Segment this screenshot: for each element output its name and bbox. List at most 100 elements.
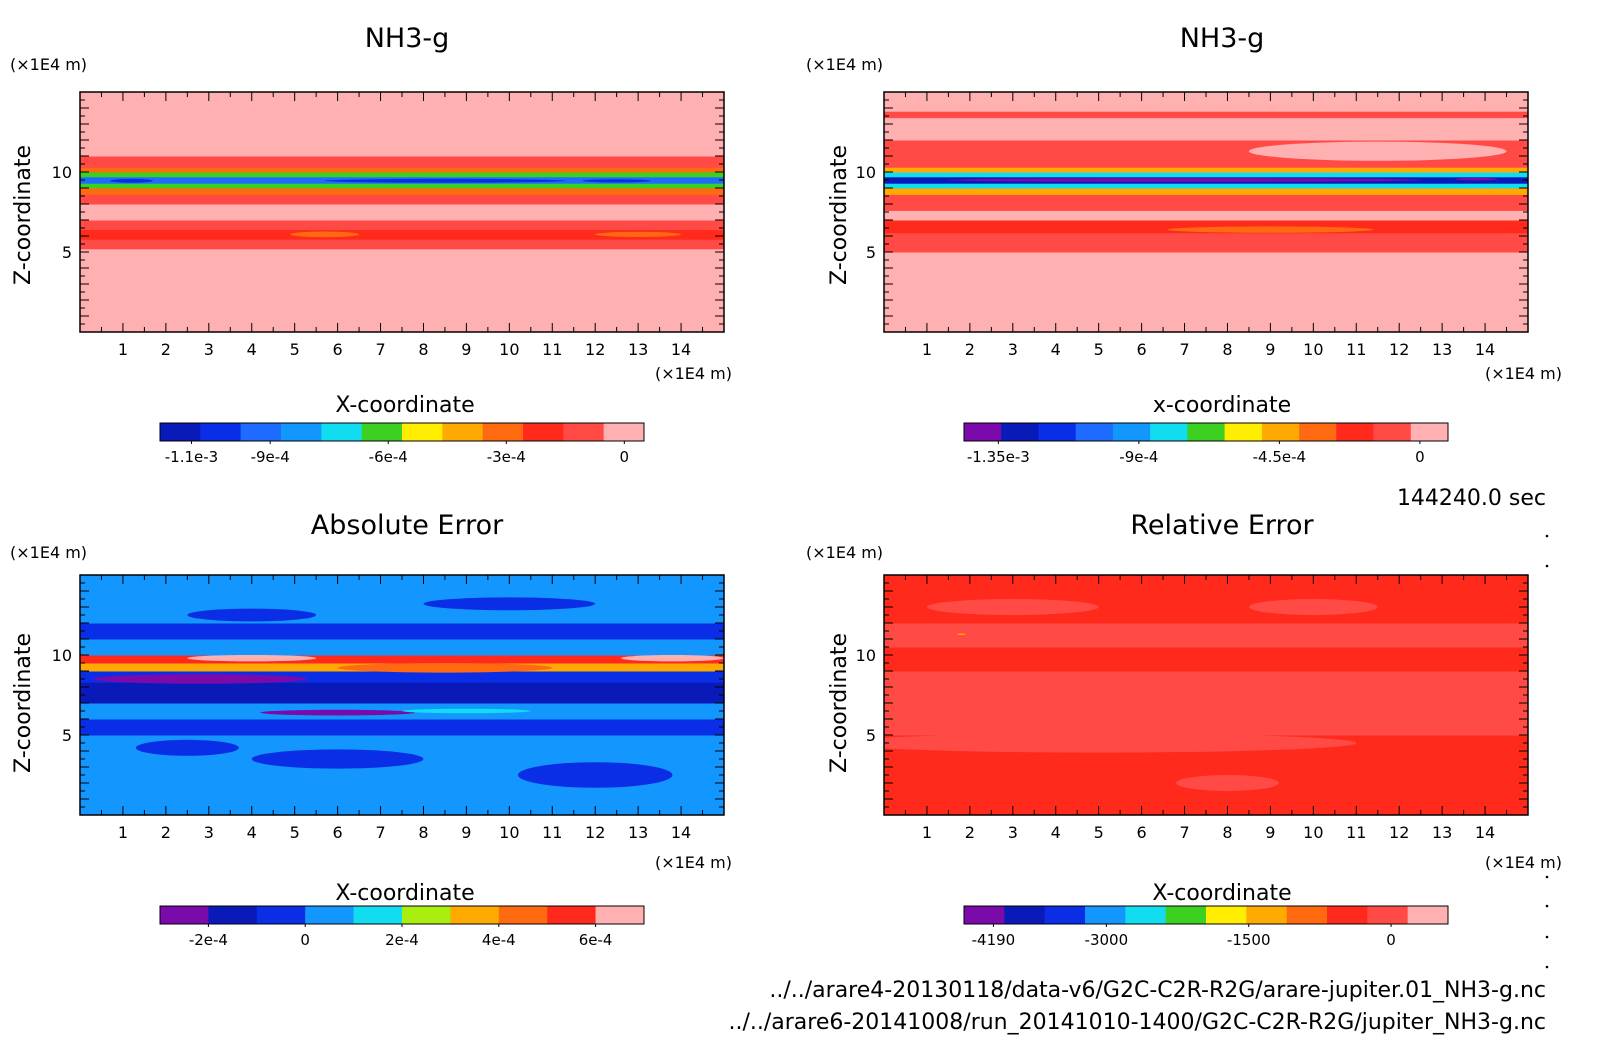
- colorbar-frame: [963, 905, 1449, 925]
- contour-band: [884, 575, 1528, 624]
- x-axis-label: x-coordinate: [1153, 393, 1291, 418]
- x-unit-label: (×1E4 m): [655, 364, 732, 383]
- colorbar-swatch: [1206, 906, 1247, 924]
- x-tick-label: 10: [1303, 823, 1323, 842]
- x-tick-label: 6: [333, 340, 343, 359]
- colorbar-swatch: [1112, 423, 1151, 441]
- colorbar-swatch: [1327, 906, 1368, 924]
- colorbar-swatch: [523, 423, 564, 441]
- contour-band: [80, 719, 724, 736]
- contour-band: [884, 210, 1528, 221]
- colorbar-label: 0: [300, 931, 310, 949]
- colorbar-swatch: [1004, 906, 1045, 924]
- colorbar: -1.35e-3 -9e-4 -4.5e-4 0: [963, 422, 1449, 466]
- colorbar-frame: [963, 422, 1449, 442]
- x-tick-label: 12: [585, 340, 605, 359]
- contour-band: [884, 232, 1528, 253]
- x-tick-label: 4: [1051, 340, 1061, 359]
- contour-blob: [260, 709, 415, 716]
- colorbar-label: -4.5e-4: [1253, 448, 1306, 466]
- x-tick-label: 10: [1303, 340, 1323, 359]
- panel-nh3-g-left: NH3-g (×1E4 m) (×1E4 m) Z-coordinate X-c…: [10, 23, 732, 466]
- contour-band: [80, 183, 724, 189]
- dot-marker: [1545, 904, 1549, 908]
- colorbar-swatch: [1187, 423, 1225, 441]
- colorbar-swatch: [964, 906, 1005, 924]
- x-tick-label: 11: [1346, 823, 1366, 842]
- colorbar-swatch: [482, 423, 524, 441]
- contour-band: [80, 671, 724, 683]
- contour-blob: [582, 179, 652, 183]
- panel-relative-error: Relative Error (×1E4 m) (×1E4 m) Z-coord…: [806, 510, 1562, 949]
- colorbar-swatch: [1085, 906, 1126, 924]
- x-tick-label: 2: [965, 340, 975, 359]
- x-tick-label: 8: [418, 823, 428, 842]
- x-tick-label: 5: [290, 340, 300, 359]
- panel-title: Relative Error: [1130, 510, 1314, 541]
- x-tick-label: 13: [1432, 340, 1452, 359]
- x-tick-label: 8: [418, 340, 428, 359]
- y-tick-label: 10: [856, 646, 876, 665]
- contour-band: [884, 194, 1528, 211]
- x-tick-label: 6: [333, 823, 343, 842]
- contour-blob: [135, 739, 239, 756]
- contour-band: [80, 167, 724, 173]
- contour-band: [884, 111, 1528, 119]
- colorbar-label: -4190: [972, 931, 1016, 949]
- colorbar-label: -1500: [1227, 931, 1271, 949]
- y-axis-label: Z-coordinate: [11, 145, 36, 285]
- colorbar-swatch: [402, 423, 443, 441]
- colorbar-swatch: [200, 423, 241, 441]
- contour-fill: [884, 575, 1528, 815]
- x-tick-label: 1: [118, 823, 128, 842]
- x-tick-label: 13: [1432, 823, 1452, 842]
- contour-blob: [1167, 226, 1374, 233]
- x-tick-label: 6: [1137, 340, 1147, 359]
- x-tick-label: 4: [1051, 823, 1061, 842]
- y-tick-label: 5: [62, 726, 72, 745]
- contour-band: [80, 140, 724, 157]
- contour-band: [80, 172, 724, 178]
- contour-band: [884, 167, 1528, 173]
- contour-blob: [948, 178, 1421, 182]
- dot-marker: [1545, 534, 1549, 538]
- x-tick-label: 12: [1389, 340, 1409, 359]
- contour-band: [80, 239, 724, 250]
- colorbar-label: -6e-4: [369, 448, 408, 466]
- y-tick-label: 5: [62, 243, 72, 262]
- contour-blob: [1248, 141, 1507, 161]
- colorbar-swatch: [1286, 906, 1328, 924]
- colorbar-swatch: [498, 906, 548, 924]
- contour-band: [80, 248, 724, 332]
- colorbar-label: 6e-4: [579, 931, 613, 949]
- contour-blob: [225, 125, 278, 136]
- dot-marker: [1545, 564, 1549, 568]
- x-tick-label: 5: [290, 823, 300, 842]
- x-tick-label: 2: [965, 823, 975, 842]
- x-tick-label: 7: [375, 823, 385, 842]
- x-tick-label: 1: [118, 340, 128, 359]
- contour-band: [80, 639, 724, 656]
- contour-band: [80, 188, 724, 195]
- contour-band: [80, 229, 724, 240]
- y-tick-label: 10: [52, 646, 72, 665]
- panel-title: NH3-g: [365, 23, 450, 54]
- x-tick-label: 4: [247, 823, 257, 842]
- colorbar-swatch: [547, 906, 596, 924]
- contour-band: [80, 682, 724, 704]
- contour-blob: [110, 178, 153, 183]
- colorbar-swatch: [321, 423, 362, 441]
- y-tick-label: 5: [866, 243, 876, 262]
- x-tick-label: 12: [1389, 823, 1409, 842]
- colorbar-swatch: [1407, 906, 1449, 924]
- contour-blob: [402, 708, 531, 714]
- contour-band: [80, 124, 724, 141]
- dot-markers: [1545, 534, 1549, 969]
- contour-blob: [926, 599, 1099, 615]
- x-tick-label: 2: [161, 340, 171, 359]
- colorbar-swatch: [1044, 906, 1086, 924]
- contour-blob: [595, 231, 682, 237]
- x-tick-label: 1: [922, 823, 932, 842]
- colorbar-swatch: [1038, 423, 1076, 441]
